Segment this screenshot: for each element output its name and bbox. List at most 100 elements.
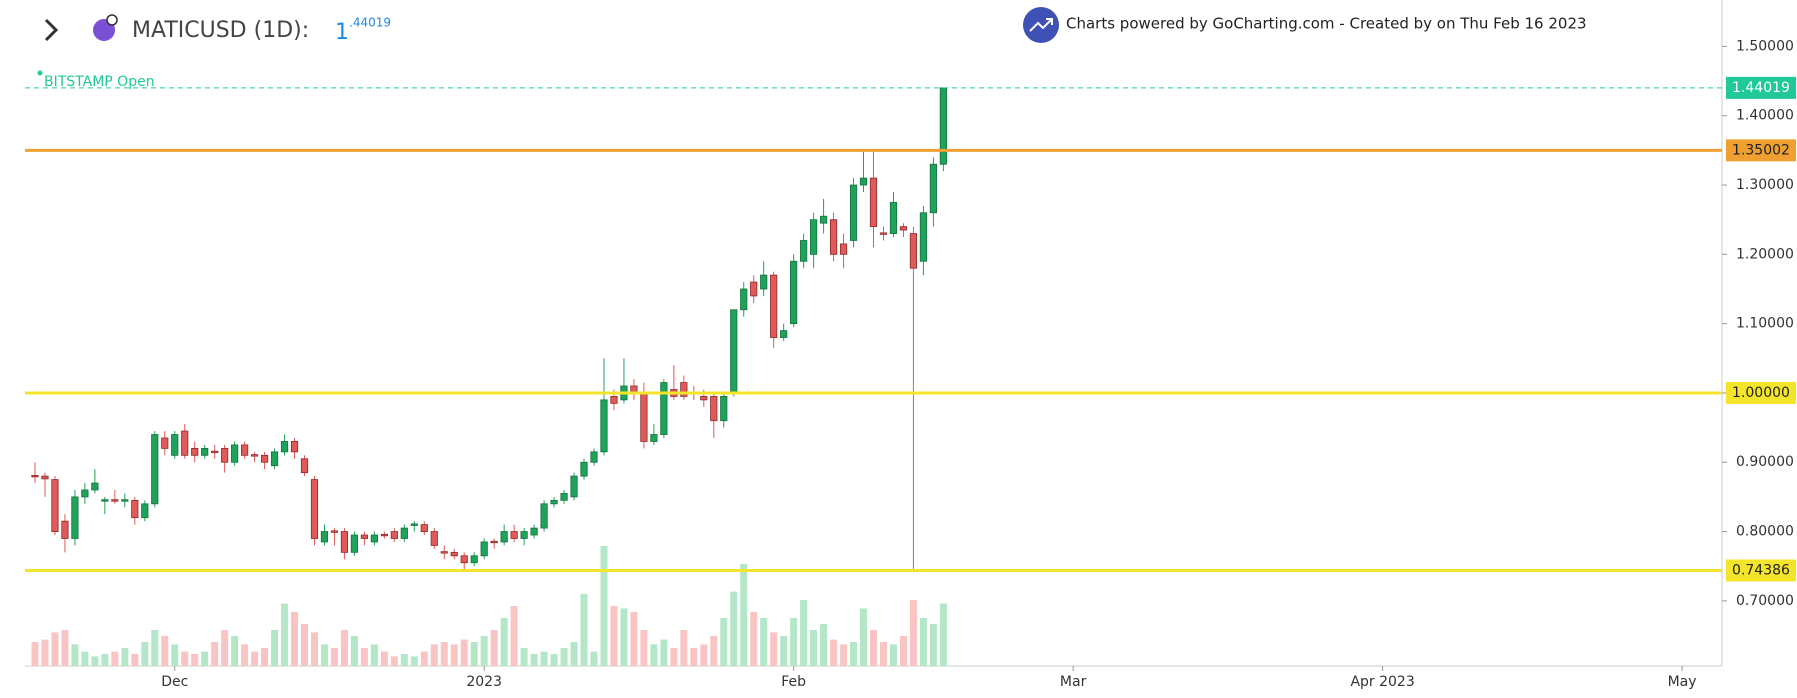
- price-fraction: .44019: [349, 16, 391, 30]
- volume-bar: [929, 624, 937, 666]
- candle-body: [929, 163, 937, 214]
- candle-body: [101, 499, 109, 502]
- volume-bar: [840, 644, 848, 666]
- candle-body: [191, 447, 199, 456]
- level-label: 0.74386: [1732, 562, 1790, 578]
- volume-bar: [570, 642, 578, 666]
- candle-body: [370, 534, 378, 543]
- candle-body: [440, 551, 448, 554]
- source-dot: [37, 70, 43, 76]
- candle-body: [819, 215, 828, 224]
- volume-bar: [380, 651, 388, 666]
- candle-body: [810, 219, 818, 255]
- candle-body: [879, 232, 888, 235]
- volume-bar: [480, 636, 488, 666]
- volume-bar: [71, 644, 79, 666]
- volume-bar: [790, 618, 798, 666]
- candle-body: [171, 434, 179, 456]
- volume-bar: [899, 636, 907, 666]
- volume-bar: [291, 612, 299, 666]
- volume-bar: [41, 639, 49, 666]
- candle-body: [221, 447, 229, 463]
- volume-bar: [630, 612, 638, 666]
- volume-bar: [320, 644, 328, 666]
- volume-bar: [171, 644, 179, 666]
- candle-body: [540, 503, 548, 529]
- volume-bar: [530, 654, 538, 666]
- volume-bar: [820, 624, 828, 666]
- candle-body: [480, 541, 488, 557]
- volume-bar: [51, 632, 59, 666]
- volume-bar: [700, 644, 708, 666]
- level-tag: [1726, 559, 1796, 582]
- volume-bar: [909, 600, 917, 666]
- candle-body: [889, 201, 898, 234]
- price-integer: 1: [335, 20, 349, 45]
- candle-body: [939, 87, 947, 165]
- y-tick-label: 0.80000: [1736, 524, 1794, 540]
- volume-bar: [770, 632, 778, 666]
- volume-bar: [301, 624, 308, 666]
- candle-body: [760, 274, 768, 290]
- candle-body: [151, 434, 159, 505]
- volume-bar: [121, 648, 129, 666]
- level-tag: [1726, 76, 1796, 99]
- candle-body: [710, 396, 718, 422]
- y-tick-label: 0.90000: [1736, 454, 1794, 470]
- volume-bar: [470, 642, 478, 666]
- volume-bar: [510, 606, 518, 666]
- candle-body: [869, 177, 878, 228]
- volume-bar: [340, 630, 348, 666]
- candle-body: [859, 177, 868, 186]
- volume-bar: [560, 648, 568, 666]
- candle-body: [231, 444, 239, 463]
- expand-chevron[interactable]: [44, 18, 59, 42]
- x-tick-label: May: [1668, 674, 1697, 690]
- x-tick-label: Apr 2023: [1350, 674, 1414, 690]
- candle-body: [530, 527, 538, 536]
- volume-bar: [460, 639, 468, 666]
- volume-bar: [410, 656, 418, 666]
- candle-body: [740, 288, 748, 311]
- candle-body: [260, 454, 269, 463]
- candle-body: [919, 212, 928, 262]
- candle-body: [660, 382, 668, 435]
- candle-body: [520, 531, 528, 539]
- volume-bar: [141, 642, 149, 666]
- volume-bar: [420, 651, 428, 666]
- volume-bar: [860, 608, 868, 666]
- candle-body: [680, 382, 688, 397]
- volume-bar: [780, 636, 788, 666]
- candle-body: [111, 499, 119, 502]
- volume-bar: [680, 630, 688, 666]
- volume-bar: [241, 644, 249, 666]
- volume-bar: [660, 639, 668, 666]
- volume-bar: [670, 648, 678, 666]
- candle-body: [490, 540, 498, 544]
- candle-body: [400, 527, 408, 539]
- volume-bar: [879, 642, 887, 666]
- candle-body: [770, 274, 778, 338]
- volume-bar: [261, 648, 269, 666]
- volume-bar: [201, 651, 209, 666]
- candle-body: [310, 479, 319, 539]
- candle-body: [450, 551, 458, 557]
- candle-body: [909, 233, 918, 269]
- volume-bar: [390, 656, 398, 666]
- candle-body: [700, 396, 708, 401]
- volume-bar: [540, 651, 548, 666]
- volume-bar: [370, 644, 378, 666]
- volume-bar: [650, 644, 658, 666]
- volume-bar: [939, 603, 947, 666]
- y-tick-label: 1.30000: [1736, 177, 1794, 193]
- candle-body: [340, 531, 349, 553]
- candle-body: [500, 531, 508, 543]
- candle-body: [800, 240, 808, 262]
- volume-bar: [490, 630, 498, 666]
- candle-body: [460, 555, 468, 564]
- candle-body: [580, 461, 588, 477]
- volume-bar: [919, 618, 927, 666]
- candle-body: [121, 499, 129, 502]
- volume-bar: [800, 600, 808, 666]
- candle-body: [91, 482, 99, 491]
